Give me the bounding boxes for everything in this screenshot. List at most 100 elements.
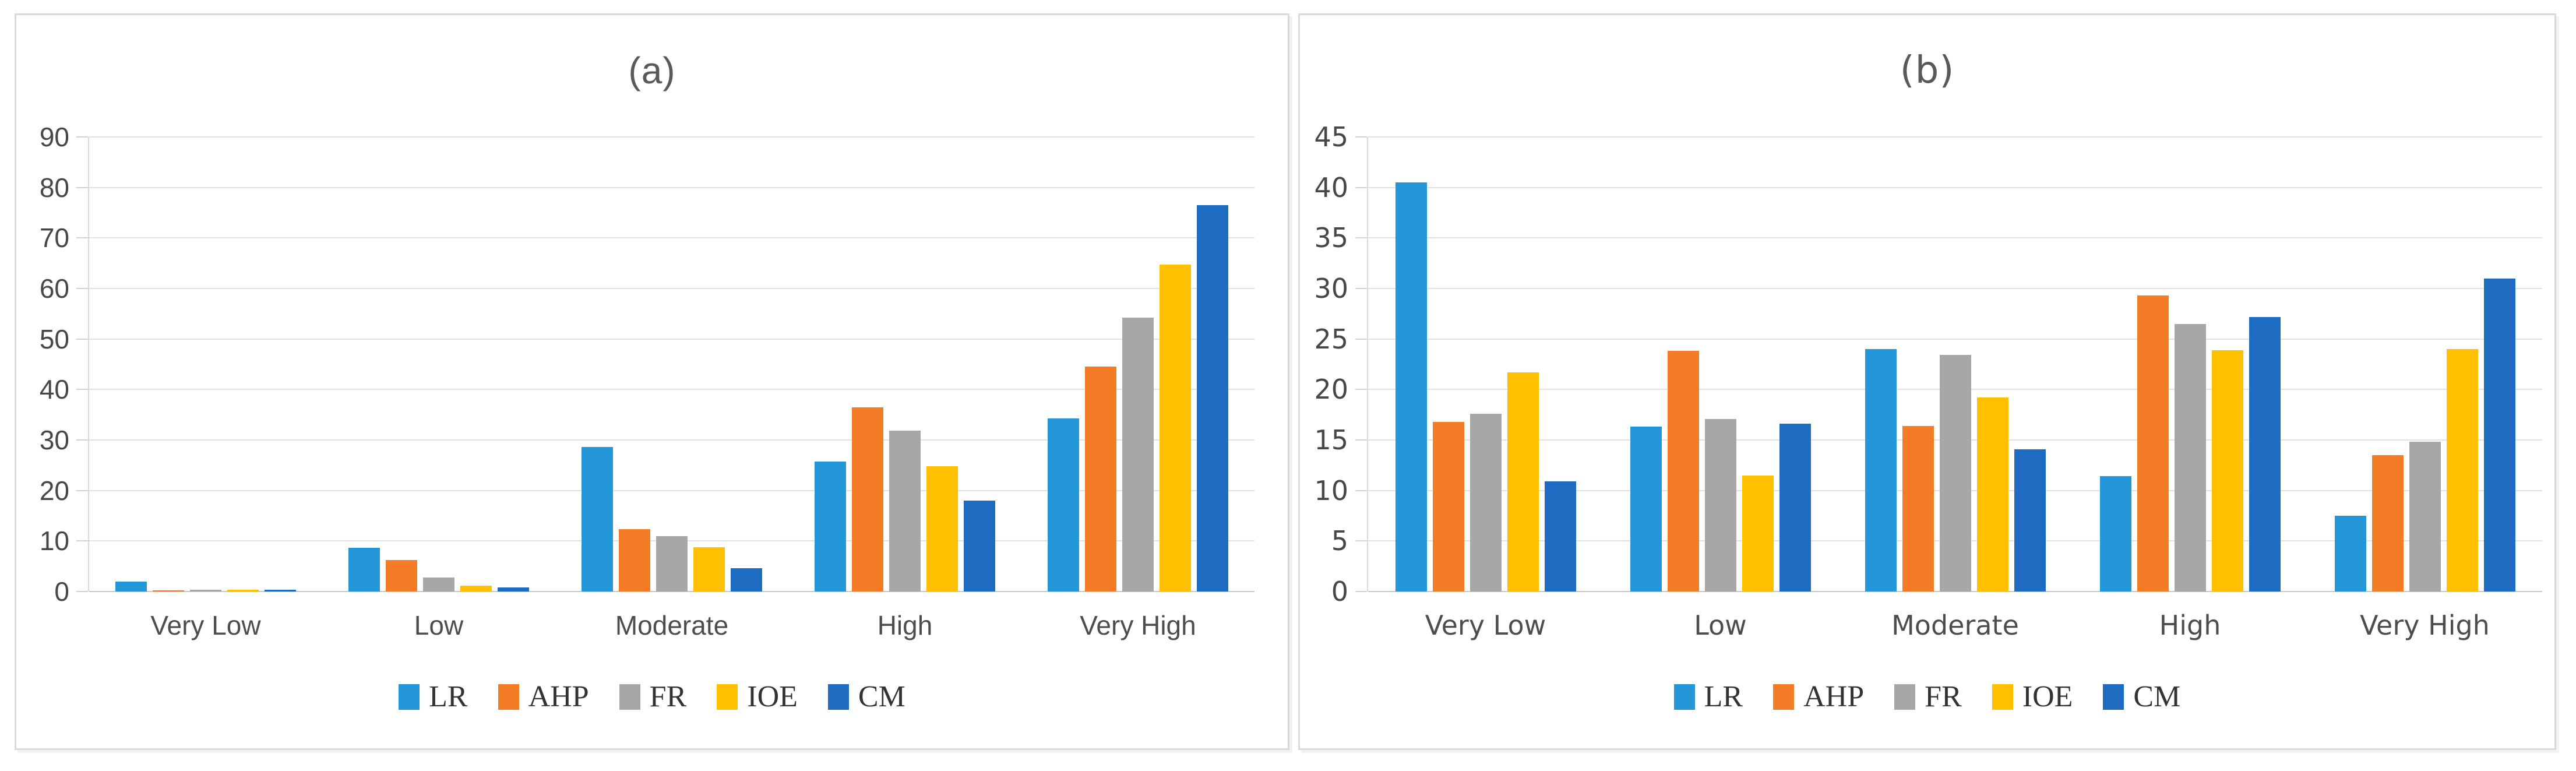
legend-item-ioe: IOE (717, 680, 798, 714)
bar-groups (89, 137, 1254, 592)
y-axis-tick-mark (1355, 389, 1367, 390)
plot-area (1368, 136, 2542, 592)
bar-fr-very-low (190, 590, 221, 592)
bar-group-high (2073, 137, 2307, 592)
bar-ahp-low (386, 560, 417, 592)
gridline (89, 439, 1254, 441)
legend-label-ahp: AHP (1803, 680, 1865, 713)
gridline (1368, 186, 2542, 188)
legend-label-ioe: IOE (2022, 680, 2073, 713)
y-axis-tick-label: 0 (1331, 576, 1348, 607)
x-axis-label-very-high: Very High (2360, 610, 2490, 641)
y-axis-tick-label: 70 (39, 223, 69, 254)
y-axis-tick-mark (76, 186, 88, 188)
bar-lr-very-high (2334, 516, 2366, 592)
bar-ioe-moderate (693, 547, 725, 592)
y-axis-tick-label: 40 (1314, 171, 1348, 203)
legend: LR AHP FR IOE CM (16, 680, 1288, 714)
legend-item-fr: FR (619, 680, 687, 714)
bar-fr-moderate (656, 536, 688, 592)
y-axis-tick-mark (1355, 338, 1367, 340)
y-axis-tick-label: 30 (39, 425, 69, 455)
legend-item-cm: CM (827, 680, 905, 714)
bar-ioe-low (1742, 475, 1774, 592)
legend-label-lr: LR (1704, 680, 1743, 713)
legend-swatch-lr (1673, 684, 1695, 710)
x-axis-labels: Very Low Low Moderate High Very High (89, 610, 1254, 641)
bar-group-low (1603, 137, 1838, 592)
legend-swatch-ioe (1992, 684, 2013, 710)
y-axis-tick-mark (76, 389, 88, 390)
legend-item-lr: LR (399, 680, 468, 714)
bar-lr-very-high (1048, 418, 1079, 592)
x-axis-line (1368, 591, 2542, 592)
bar-ahp-very-high (1085, 367, 1116, 592)
bar-fr-low (1704, 418, 1736, 592)
x-axis-label-high: High (877, 610, 933, 640)
y-axis-tick-mark (1355, 591, 1367, 592)
legend-item-ioe: IOE (1992, 680, 2073, 714)
bar-fr-low (423, 577, 454, 592)
y-axis-tick-mark (76, 237, 88, 239)
legend-label-lr: LR (429, 680, 468, 713)
bar-group-high (788, 137, 1021, 592)
bar-lr-low (348, 547, 380, 592)
bar-ahp-low (1667, 351, 1699, 592)
legend-label-fr: FR (649, 680, 687, 713)
y-axis-tick-label: 25 (1314, 323, 1348, 355)
legend-label-cm: CM (858, 680, 905, 713)
x-axis-line (89, 591, 1254, 592)
bar-ioe-very-high (2446, 349, 2478, 592)
bar-group-moderate (555, 137, 788, 592)
y-axis-tick-mark (76, 540, 88, 542)
bar-ioe-very-low (227, 589, 259, 592)
bar-cm-low (1779, 424, 1811, 592)
bar-lr-high (815, 462, 846, 592)
bar-group-very-low (89, 137, 322, 592)
bar-fr-very-high (1122, 318, 1154, 592)
bar-ioe-high (2211, 350, 2243, 592)
y-axis-tick-mark (1355, 186, 1367, 188)
x-axis-label-very-high: Very High (1080, 610, 1196, 640)
bar-group-moderate (1838, 137, 2073, 592)
y-axis-tick-mark (76, 591, 88, 592)
bar-fr-very-high (2409, 442, 2441, 592)
bar-lr-high (2099, 476, 2131, 592)
legend-label-ahp: AHP (528, 680, 589, 713)
y-axis-tick-mark (1355, 288, 1367, 289)
bar-groups (1368, 137, 2542, 592)
bar-cm-very-high (1197, 205, 1228, 592)
bar-ioe-moderate (1976, 397, 2008, 592)
bar-fr-high (889, 430, 921, 592)
y-axis-tick-label: 10 (1314, 474, 1348, 506)
bar-group-low (322, 137, 555, 592)
y-axis-tick-label: 90 (39, 122, 69, 152)
y-axis-tick-label: 20 (1314, 374, 1348, 406)
bar-ioe-very-high (1160, 265, 1191, 592)
bar-lr-moderate (1865, 349, 1897, 592)
y-axis-tick-mark (1355, 237, 1367, 239)
y-axis-tick-label: 10 (39, 526, 69, 557)
y-axis-tick-mark (76, 439, 88, 441)
legend-swatch-ahp (1773, 684, 1795, 710)
y-axis-tick-label: 15 (1314, 424, 1348, 456)
y-axis-tick-mark (1355, 540, 1367, 542)
x-axis-label-high: High (2159, 610, 2221, 641)
gridline (1368, 237, 2542, 239)
legend-swatch-ahp (498, 684, 519, 710)
y-axis-tick-mark (76, 490, 88, 491)
bar-ahp-very-low (1432, 421, 1464, 592)
bar-cm-low (498, 587, 529, 592)
y-axis-line (88, 137, 89, 592)
legend-swatch-fr (619, 684, 640, 710)
y-axis-tick-label: 40 (39, 374, 69, 405)
legend-item-cm: CM (2103, 680, 2180, 714)
bar-ahp-very-low (153, 590, 184, 592)
chart-a-title: (a) (628, 50, 676, 91)
legend-item-fr: FR (1894, 680, 1962, 714)
x-axis-label-very-low: Very Low (1425, 610, 1546, 641)
y-axis-tick-mark (1355, 136, 1367, 138)
bar-lr-low (1630, 427, 1662, 592)
y-axis-tick-label: 60 (39, 273, 69, 304)
legend-item-ahp: AHP (498, 680, 589, 714)
